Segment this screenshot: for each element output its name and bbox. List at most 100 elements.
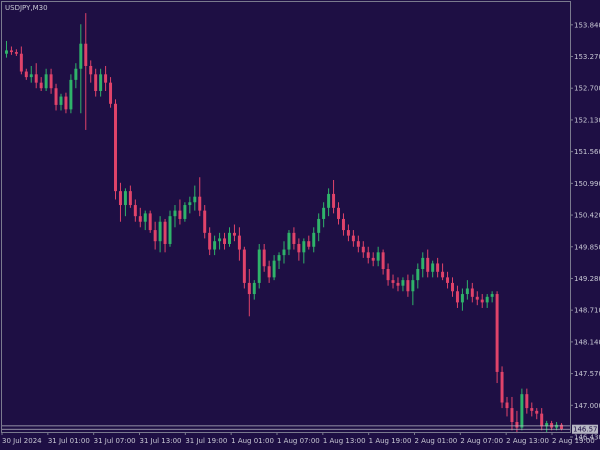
candle-bullish bbox=[401, 280, 405, 286]
candle-bullish bbox=[490, 294, 494, 297]
x-tick-label: 1 Aug 13:00 bbox=[323, 437, 366, 445]
candle-bearish bbox=[262, 249, 266, 267]
candle-bearish bbox=[441, 271, 445, 278]
x-tick-label: 2 Aug 13:00 bbox=[506, 437, 549, 445]
candle-bearish bbox=[366, 252, 370, 258]
candle-bearish bbox=[495, 294, 499, 372]
candle-bearish bbox=[138, 216, 142, 222]
candle-bearish bbox=[451, 282, 454, 292]
candle-bearish bbox=[381, 252, 385, 270]
y-tick-label: 148.140 bbox=[574, 338, 600, 346]
candle-bullish bbox=[416, 269, 420, 281]
candle-bullish bbox=[183, 205, 187, 219]
candle-bearish bbox=[346, 230, 350, 236]
candle-bearish bbox=[515, 421, 519, 428]
x-tick-label: 2 Aug 19:00 bbox=[552, 437, 595, 445]
candle-bullish bbox=[277, 255, 281, 261]
candle-bearish bbox=[54, 88, 58, 105]
candle-bearish bbox=[109, 82, 113, 104]
candle-bullish bbox=[327, 193, 331, 208]
candle-bearish bbox=[560, 424, 564, 430]
candle-bearish bbox=[39, 82, 43, 89]
y-tick-label: 147.570 bbox=[574, 370, 600, 378]
candle-bullish bbox=[59, 96, 63, 105]
candle-bearish bbox=[307, 241, 311, 247]
candle-bearish bbox=[386, 269, 390, 281]
candle-bearish bbox=[446, 277, 450, 283]
y-tick-label: 151.560 bbox=[574, 148, 600, 156]
candle-bullish bbox=[4, 50, 8, 54]
time-axis: 30 Jul 2024 31 Jul 01:00 31 Jul 07:00 31 Ju… bbox=[1, 432, 595, 445]
candle-bearish bbox=[351, 235, 355, 242]
candle-bearish bbox=[203, 210, 207, 233]
candle-bearish bbox=[470, 288, 474, 297]
candle-bearish bbox=[153, 230, 157, 242]
candle-bearish bbox=[34, 74, 38, 83]
candle-bearish bbox=[104, 74, 108, 83]
y-tick-label: 149.280 bbox=[574, 275, 600, 283]
candle-bearish bbox=[436, 263, 440, 272]
candle-bearish bbox=[505, 402, 509, 409]
candle-bearish bbox=[361, 246, 365, 253]
candle-bullish bbox=[411, 280, 415, 292]
y-tick-label: 153.270 bbox=[574, 53, 600, 61]
candle-bullish bbox=[376, 252, 380, 261]
candle-bullish bbox=[272, 260, 276, 278]
candle-bearish bbox=[396, 282, 400, 286]
x-tick-label: 2 Aug 07:00 bbox=[460, 437, 503, 445]
candle-bearish bbox=[114, 103, 117, 192]
y-tick-label: 146.430 bbox=[574, 434, 600, 442]
candle-bullish bbox=[287, 232, 291, 250]
candle-bullish bbox=[485, 296, 489, 303]
x-tick-label: 31 Jul 01:00 bbox=[48, 437, 90, 445]
candle-bearish bbox=[510, 408, 514, 422]
y-tick-label: 150.420 bbox=[574, 212, 600, 220]
price-axis: 153.840 153.270 152.700 152.130 151.560 150.9… bbox=[570, 21, 600, 442]
candle-bearish bbox=[9, 50, 13, 53]
candle-bullish bbox=[282, 249, 286, 256]
candle-bullish bbox=[312, 232, 316, 247]
candle-bearish bbox=[198, 196, 202, 211]
candle-bearish bbox=[530, 408, 534, 411]
x-tick-label: 1 Aug 01:00 bbox=[231, 437, 274, 445]
x-tick-label: 2 Aug 01:00 bbox=[415, 437, 458, 445]
candle-bullish bbox=[213, 241, 217, 250]
candle-bearish bbox=[525, 394, 529, 409]
candle-bearish bbox=[128, 191, 132, 206]
candle-bullish bbox=[143, 213, 147, 222]
candle-bullish bbox=[69, 79, 73, 110]
candle-bullish bbox=[431, 263, 435, 272]
symbol-label: USDJPY,M30 bbox=[5, 4, 48, 12]
candle-bullish bbox=[257, 249, 261, 283]
candle-bearish bbox=[242, 249, 246, 283]
candle-bullish bbox=[228, 232, 231, 244]
candle-bearish bbox=[535, 410, 539, 414]
candle-bullish bbox=[123, 191, 127, 206]
candle-bullish bbox=[158, 221, 162, 242]
candle-bearish bbox=[19, 53, 23, 72]
candle-bearish bbox=[49, 74, 53, 89]
candle-bearish bbox=[178, 210, 182, 219]
x-tick-label: 31 Jul 07:00 bbox=[94, 437, 136, 445]
candle-bullish bbox=[74, 68, 78, 80]
candle-bearish bbox=[341, 218, 345, 231]
x-tick-label: 31 Jul 13:00 bbox=[140, 437, 182, 445]
candle-bearish bbox=[455, 291, 459, 303]
y-tick-label: 150.990 bbox=[574, 180, 600, 188]
candle-bearish bbox=[64, 96, 68, 110]
y-tick-label: 148.710 bbox=[574, 307, 600, 315]
candle-bullish bbox=[173, 210, 177, 217]
candle-bearish bbox=[406, 280, 410, 292]
candle-bearish bbox=[94, 74, 98, 92]
candle-bearish bbox=[550, 423, 554, 428]
candle-bullish bbox=[44, 74, 48, 89]
candle-bearish bbox=[148, 213, 152, 231]
x-tick-label: 30 Jul 2024 bbox=[2, 437, 42, 445]
candle-bearish bbox=[163, 221, 167, 244]
candle-bullish bbox=[317, 218, 321, 233]
candle-bullish bbox=[465, 288, 469, 295]
x-tick-label: 31 Jul 19:00 bbox=[185, 437, 227, 445]
candle-bearish bbox=[24, 71, 28, 78]
candle-bullish bbox=[421, 257, 425, 270]
